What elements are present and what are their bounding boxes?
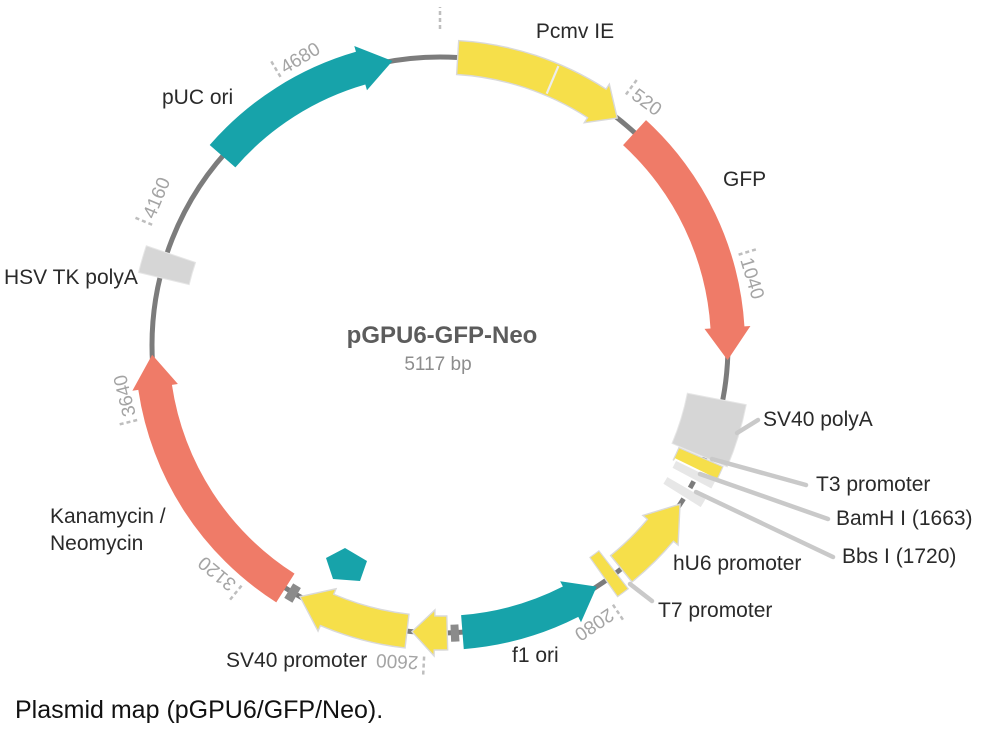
- label-bamhi: BamH I (1663): [836, 507, 973, 530]
- tick-1040: [738, 248, 757, 256]
- label-t7: T7 promoter: [658, 599, 772, 622]
- feature-f1: [461, 581, 597, 650]
- feature-t3: [672, 446, 724, 482]
- feature-hsv-polya: [137, 245, 197, 286]
- label-hsv-polya: HSV TK polyA: [4, 266, 138, 289]
- feature-mini-arrow: [410, 608, 449, 658]
- label-t3: T3 promoter: [816, 473, 930, 496]
- pcmv-divider: [545, 65, 560, 95]
- callout-sv40-polya: [734, 417, 761, 436]
- tick-2600: [421, 656, 426, 675]
- label-f1: f1 ori: [512, 644, 559, 667]
- label-pcmv: Pcmv IE: [536, 20, 614, 43]
- teal-pentagon-marker: [326, 548, 367, 581]
- tick-4680: [270, 60, 282, 78]
- tick-3120: [229, 584, 243, 601]
- label-sv40-prom: SV40 promoter: [226, 649, 367, 672]
- feature-sv40-prom: [298, 587, 410, 649]
- tick-2080: [611, 603, 624, 621]
- feature-t7: [589, 549, 630, 598]
- feature-hu6: [609, 503, 681, 583]
- feature-gfp: [623, 120, 751, 361]
- feature-notch-b: [284, 583, 301, 603]
- label-kan-line2: Neomycin: [50, 532, 143, 555]
- tick-label-4160: 4160: [139, 175, 175, 222]
- callout-t3: [709, 456, 809, 488]
- plasmid-size: 5117 bp: [404, 354, 471, 375]
- feature-kan: [132, 354, 295, 603]
- feature-notch-a: [450, 624, 460, 642]
- feature-sv40-polya: [671, 392, 747, 468]
- feature-bamhi: [669, 458, 719, 492]
- tick-label-3640: 3640: [110, 372, 141, 418]
- label-gfp: GFP: [723, 168, 766, 191]
- label-kan-line1: Kanamycin /: [50, 505, 166, 528]
- feature-pcmv: [455, 39, 619, 124]
- feature-puc: [209, 46, 393, 168]
- plasmid-title: pGPU6-GFP-Neo: [347, 322, 538, 349]
- tick-4160: [135, 216, 153, 226]
- label-puc: pUC ori: [162, 86, 233, 109]
- tick-label-520: 520: [627, 85, 665, 121]
- tick-3640: [119, 418, 138, 426]
- label-hu6: hU6 promoter: [673, 552, 801, 575]
- tick-label-2600: 2600: [376, 649, 419, 672]
- figure-caption: Plasmid map (pGPU6/GFP/Neo).: [15, 696, 384, 724]
- label-bbsi: Bbs I (1720): [842, 545, 956, 568]
- tick-520: [624, 79, 638, 96]
- callout-bbsi: [693, 489, 836, 560]
- callout-bamhi: [697, 471, 831, 522]
- feature-bbsi: [660, 474, 709, 510]
- label-sv40-polya: SV40 polyA: [763, 408, 873, 431]
- callout-t7: [627, 581, 655, 604]
